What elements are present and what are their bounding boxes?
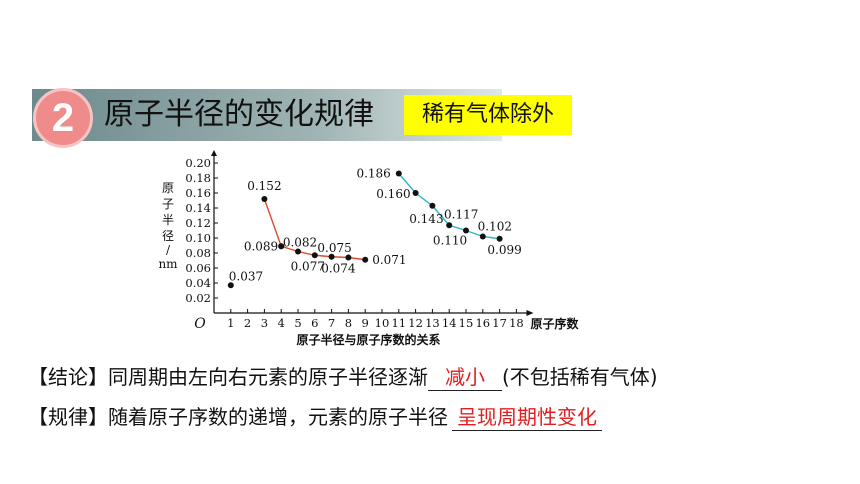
data-point [429, 202, 436, 209]
data-label: 0.074 [321, 262, 356, 276]
data-label: 0.102 [478, 220, 512, 234]
x-tick-label: 11 [391, 316, 406, 330]
data-point [278, 243, 285, 250]
data-point [496, 235, 503, 242]
y-tick-label: 0.12 [185, 216, 211, 230]
conclusion-prefix: 【结论】同周期由左向右元素的原子半径逐渐 [28, 365, 428, 389]
x-tick-label: 18 [509, 316, 524, 330]
rule-line: 【规律】随着原子序数的递增，元素的原子半径 呈现周期性变化 [28, 402, 602, 432]
data-point [311, 252, 318, 259]
chart-caption: 原子半径与原子序数的关系 [297, 332, 441, 347]
data-label: 0.089 [244, 239, 278, 253]
x-tick-label: 6 [311, 316, 318, 330]
conclusion-line: 【结论】同周期由左向右元素的原子半径逐渐 减小 (不包括稀有气体) [28, 362, 658, 392]
rule-prefix: 【规律】随着原子序数的递增，元素的原子半径 [28, 405, 448, 429]
atomic-radius-chart: 原 子 半 径 / nm 0.020.040.060.080.100.120.1… [158, 150, 579, 347]
data-label: 0.143 [409, 212, 443, 226]
x-tick-label: 9 [362, 316, 369, 330]
data-label: 0.037 [229, 269, 263, 283]
exception-tag: 稀有气体除外 [404, 95, 572, 135]
conclusion-answer-blank: 减小 [428, 364, 502, 391]
y-axis-label-char: 子 [162, 197, 174, 211]
y-tick-label: 0.04 [185, 276, 211, 290]
data-label: 0.186 [356, 167, 390, 181]
x-tick-label: 15 [459, 316, 474, 330]
y-tick-label: 0.14 [185, 201, 211, 215]
x-tick-label: 14 [442, 316, 457, 330]
section-title: 原子半径的变化规律 [104, 97, 374, 132]
y-tick-label: 0.18 [185, 171, 211, 185]
y-tick-label: 0.06 [185, 261, 211, 275]
y-axis-label-char: 半 [162, 213, 174, 227]
x-axis-label: 原子序数 [530, 316, 579, 331]
x-tick-label: 17 [492, 316, 507, 330]
conclusion-suffix: (不包括稀有气体) [502, 365, 658, 389]
data-label: 0.075 [317, 241, 351, 255]
y-axis-label-char: 径 [162, 229, 174, 243]
data-label: 0.071 [372, 253, 406, 267]
data-point [295, 248, 301, 255]
y-tick-label: 0.20 [185, 156, 211, 170]
data-label: 0.110 [433, 234, 467, 248]
data-label: 0.152 [247, 179, 281, 193]
data-label: 0.099 [487, 243, 521, 257]
data-point [261, 196, 268, 202]
data-point [345, 254, 352, 261]
y-axis-arrow [211, 150, 217, 156]
x-tick-label: 1 [227, 316, 234, 330]
data-point [446, 222, 453, 229]
data-label: 0.077 [291, 259, 325, 273]
data-point [412, 190, 419, 196]
data-point [479, 233, 486, 240]
x-tick-label: 12 [408, 316, 423, 330]
x-tick-label: 8 [345, 316, 352, 330]
x-tick-label: 16 [475, 316, 490, 330]
y-tick-label: 0.16 [185, 186, 211, 200]
data-label: 0.160 [376, 187, 410, 201]
data-point [395, 170, 402, 177]
x-tick-label: 3 [261, 316, 268, 330]
origin-label: O [194, 316, 206, 332]
x-tick-label: 7 [328, 316, 335, 330]
y-tick-label: 0.10 [185, 231, 211, 245]
data-label: 0.117 [444, 207, 478, 221]
y-axis-label-char: / [166, 243, 171, 257]
y-tick-label: 0.08 [185, 246, 211, 260]
section-number-badge: 2 [33, 88, 93, 148]
x-tick-label: 5 [294, 316, 301, 330]
x-tick-label: 13 [425, 316, 440, 330]
y-axis-label-char: nm [158, 257, 178, 271]
y-tick-label: 0.02 [185, 291, 211, 305]
data-point [227, 282, 234, 289]
rule-answer-blank: 呈现周期性变化 [452, 404, 602, 431]
data-point [362, 256, 369, 263]
x-tick-label: 2 [244, 316, 251, 330]
data-point [328, 253, 335, 260]
x-tick-label: 4 [278, 316, 285, 330]
x-axis-arrow [526, 310, 534, 316]
series-line [263, 198, 282, 247]
x-tick-label: 10 [375, 316, 390, 330]
y-axis-label-char: 原 [162, 181, 174, 195]
data-label: 0.082 [283, 236, 317, 250]
data-point [463, 227, 469, 234]
